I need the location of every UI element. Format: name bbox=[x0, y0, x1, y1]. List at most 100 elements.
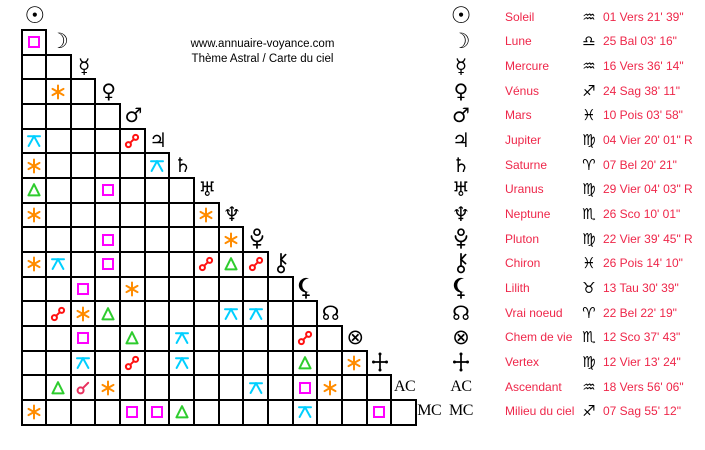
aspect-cell bbox=[143, 324, 169, 350]
scorpio-sign-icon: ♏ bbox=[582, 328, 596, 347]
aspect-cell bbox=[20, 374, 46, 399]
diagonal-moon: ☽ bbox=[47, 29, 72, 54]
sagittarius-sign-icon: ♐ bbox=[582, 402, 596, 421]
aspect-cell bbox=[143, 300, 169, 325]
opposition-aspect-icon bbox=[50, 306, 66, 322]
aspect-cell bbox=[217, 349, 243, 375]
trine-aspect-icon bbox=[50, 380, 66, 396]
legend-planet-icon: ♂ bbox=[446, 105, 476, 125]
sextile-aspect-icon bbox=[322, 380, 338, 396]
aspect-cell bbox=[217, 251, 243, 276]
aspect-cell bbox=[267, 300, 292, 325]
aspect-cell bbox=[316, 374, 341, 399]
trine-aspect-icon bbox=[124, 330, 140, 346]
sextile-aspect-icon bbox=[198, 207, 214, 223]
aspect-cell bbox=[45, 177, 70, 202]
saturn-icon: ♄ bbox=[452, 152, 470, 177]
square-aspect-icon bbox=[371, 404, 387, 420]
aspect-cell bbox=[267, 398, 292, 426]
legend-planet-icon: ⊗ bbox=[446, 326, 476, 348]
square-aspect-icon bbox=[149, 404, 165, 420]
planet-name: Uranus bbox=[505, 182, 544, 197]
legend-row-vertex: Vertex ♍ 12 Vier 13' 24" bbox=[446, 350, 705, 375]
node-icon: ☊ bbox=[452, 300, 470, 325]
diagonal-sun: ☉ bbox=[23, 5, 48, 30]
legend-row-pof: ⊗ Chem de vie ♏ 12 Sco 37' 43" bbox=[446, 325, 705, 350]
planet-name: Vrai noeud bbox=[505, 305, 563, 320]
mars-icon: ♂ bbox=[124, 103, 143, 128]
position-value: 22 Bel 22' 19" bbox=[603, 305, 677, 320]
opposition-aspect-icon bbox=[124, 355, 140, 371]
aspect-cell bbox=[193, 251, 218, 276]
virgo-sign-icon: ♍ bbox=[582, 131, 596, 150]
node-icon: ☊ bbox=[321, 300, 340, 325]
aspect-cell bbox=[119, 398, 144, 426]
aspect-cell bbox=[267, 275, 294, 301]
venus-icon: ♀ bbox=[453, 78, 469, 103]
sagittarius-sign-icon: ♐ bbox=[582, 81, 596, 100]
aspect-cell bbox=[69, 226, 95, 251]
aspect-cell bbox=[217, 226, 245, 251]
quincunx-aspect-icon bbox=[26, 133, 42, 149]
aspect-cell bbox=[45, 53, 72, 79]
legend-planet-icon: ☊ bbox=[446, 303, 476, 323]
legend-row-venus: ♀ Vénus ♐ 24 Sag 38' 11" bbox=[446, 78, 705, 103]
site-url: www.annuaire-voyance.com bbox=[190, 38, 335, 50]
legend-row-moon: ☽ Lune ♎ 25 Bal 03' 16" bbox=[446, 29, 705, 54]
sextile-aspect-icon bbox=[100, 380, 116, 396]
quincunx-aspect-icon bbox=[248, 306, 264, 322]
aspect-cell bbox=[45, 251, 70, 276]
aspect-cell bbox=[119, 324, 144, 350]
position-value: 01 Vers 21' 39" bbox=[603, 9, 684, 24]
aspect-cell bbox=[94, 127, 120, 153]
vertex-icon bbox=[452, 351, 470, 373]
aries-sign-icon: ♈ bbox=[582, 303, 596, 322]
aspect-cell bbox=[94, 374, 120, 399]
aspect-cell bbox=[390, 398, 417, 426]
square-aspect-icon bbox=[26, 34, 42, 50]
aspect-cell bbox=[20, 29, 48, 54]
aspect-cell bbox=[20, 349, 46, 375]
sextile-aspect-icon bbox=[223, 232, 239, 248]
aspect-cell bbox=[143, 374, 169, 399]
legend-planet-icon: ♄ bbox=[446, 155, 476, 175]
quincunx-aspect-icon bbox=[50, 256, 66, 272]
aspect-cell bbox=[267, 349, 292, 375]
aspect-cell bbox=[119, 251, 144, 276]
aspect-cell bbox=[94, 300, 120, 325]
quincunx-aspect-icon bbox=[297, 404, 313, 420]
square-aspect-icon bbox=[297, 380, 313, 396]
mc-icon: MC bbox=[449, 402, 473, 420]
aspect-cell bbox=[168, 324, 194, 350]
aspect-cell bbox=[340, 398, 366, 426]
opposition-aspect-icon bbox=[198, 256, 214, 272]
aquarius-sign-icon: ♒ bbox=[582, 377, 596, 396]
legend-row-saturn: ♄ Saturne ♈ 07 Bel 20' 21" bbox=[446, 152, 705, 177]
aspect-cell bbox=[45, 374, 70, 399]
sextile-aspect-icon bbox=[26, 207, 42, 223]
diagonal-mars: ♂ bbox=[121, 103, 146, 128]
aspect-cell bbox=[217, 398, 243, 426]
legend-row-mc: MC Milieu du ciel ♐ 07 Sag 55' 12" bbox=[446, 399, 705, 424]
mercury-icon: ☿ bbox=[77, 54, 91, 79]
position-value: 26 Sco 10' 01" bbox=[603, 207, 681, 221]
square-aspect-icon bbox=[124, 404, 140, 420]
uranus-icon: ♅ bbox=[198, 177, 217, 202]
planet-name: Lilith bbox=[505, 280, 530, 295]
aspect-cell bbox=[168, 300, 194, 325]
aspect-cell bbox=[119, 275, 144, 301]
planet-name: Pluton bbox=[505, 231, 540, 246]
quincunx-aspect-icon bbox=[75, 355, 91, 371]
aspect-cell bbox=[119, 201, 144, 227]
aspect-cell bbox=[94, 349, 120, 375]
aspect-cell bbox=[217, 374, 243, 399]
uranus-icon: ♅ bbox=[452, 177, 470, 202]
legend-planet-icon: AC bbox=[446, 378, 476, 396]
diagonal-chiron bbox=[269, 251, 294, 276]
aspect-cell bbox=[20, 127, 46, 153]
aspect-cell bbox=[69, 103, 95, 128]
diagonal-venus: ♀ bbox=[96, 78, 121, 103]
venus-icon: ♀ bbox=[101, 78, 117, 103]
legend-row-jupiter: ♃ Jupiter ♍ 04 Vier 20' 01" R bbox=[446, 128, 705, 153]
